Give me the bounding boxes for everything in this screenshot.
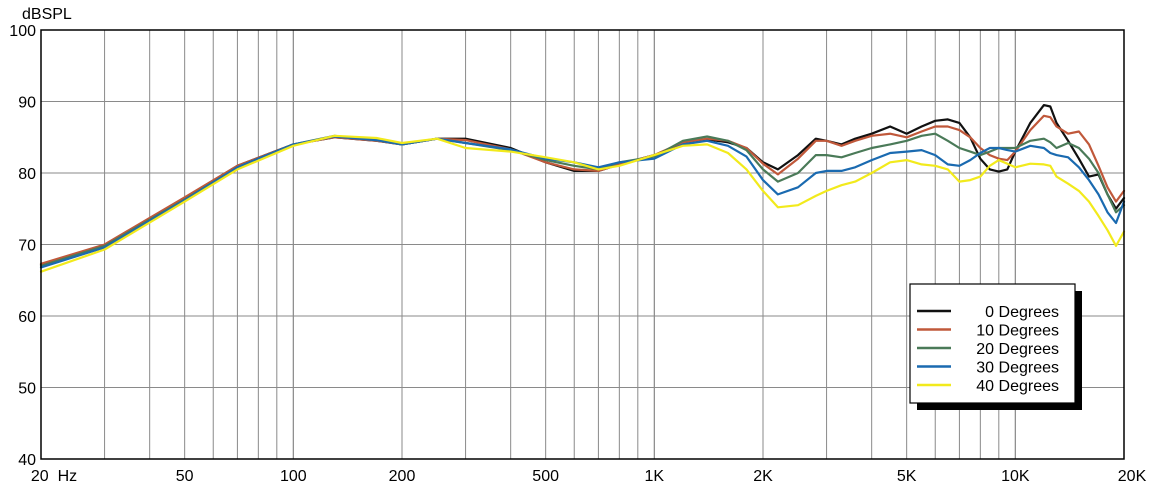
x-tick-label: 500 <box>532 468 559 485</box>
x-tick-label: 100 <box>280 468 307 485</box>
legend-label: 30 Degrees <box>976 360 1059 377</box>
series-curves <box>39 104 1126 273</box>
y-axis-label: dBSPL <box>22 6 72 23</box>
legend-label: 20 Degrees <box>976 341 1059 358</box>
y-axis-ticks: 40 50 60 70 80 90 100 <box>9 23 36 469</box>
plot-frame <box>40 29 1125 460</box>
x-tick-label: 50 <box>176 468 194 485</box>
x-tick-label: 20 Hz <box>31 468 77 485</box>
legend-box <box>909 283 1076 404</box>
legend-label: 0 Degrees <box>985 304 1059 321</box>
y-tick-label: 60 <box>18 309 36 326</box>
x-tick-label: 5K <box>897 468 917 485</box>
series-line <box>39 104 1126 266</box>
series-line <box>39 132 1126 267</box>
y-tick-label: 70 <box>18 238 36 255</box>
x-axis-ticks: 20 Hz 50 100 200 500 1K 2K 5K 10K 20K <box>31 468 1147 485</box>
y-tick-label: 90 <box>18 95 36 112</box>
x-tick-label: 1K <box>645 468 665 485</box>
legend-label: 40 Degrees <box>976 378 1059 395</box>
y-tick-label: 40 <box>18 452 36 469</box>
x-tick-label: 20K <box>1118 468 1147 485</box>
x-tick-label: 200 <box>389 468 416 485</box>
series-line <box>39 135 1126 269</box>
grid-lines <box>41 30 1124 459</box>
x-tick-label: 10K <box>1001 468 1030 485</box>
y-tick-label: 50 <box>18 381 36 398</box>
y-tick-label: 100 <box>9 23 36 40</box>
legend-label: 10 Degrees <box>976 323 1059 340</box>
x-tick-label: 2K <box>753 468 773 485</box>
series-line <box>39 134 1126 273</box>
y-tick-label: 80 <box>18 166 36 183</box>
